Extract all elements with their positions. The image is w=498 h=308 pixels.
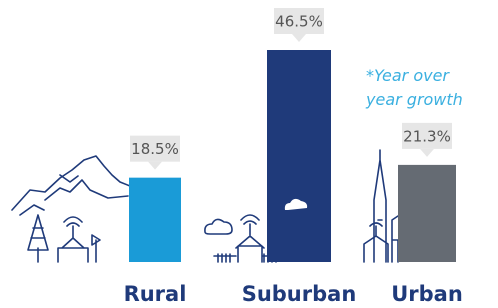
value-label-pointer xyxy=(292,34,306,42)
annotation: *Year over year growth xyxy=(366,64,486,112)
tower-illustration xyxy=(58,217,100,262)
value-label-pointer xyxy=(148,162,162,170)
bar xyxy=(267,50,331,262)
category-label: Urban xyxy=(391,282,463,306)
bar xyxy=(129,178,181,262)
infographic: 18.5% Rural 46.5% Suburban 21.3% Urban *Year … xyxy=(0,0,498,308)
mountain-illustration xyxy=(12,156,130,215)
bar xyxy=(398,165,456,262)
value-label: 18.5% xyxy=(131,140,179,158)
church-illustration xyxy=(364,150,398,262)
tree-illustration xyxy=(28,215,48,262)
category-label: Suburban xyxy=(242,282,357,306)
chart: 18.5% Rural 46.5% Suburban 21.3% Urban xyxy=(0,0,498,308)
value-label: 21.3% xyxy=(403,127,451,145)
cloud-illustration xyxy=(205,219,232,234)
value-label-pointer xyxy=(420,149,434,157)
category-label: Rural xyxy=(124,282,187,306)
value-label: 46.5% xyxy=(275,13,323,31)
